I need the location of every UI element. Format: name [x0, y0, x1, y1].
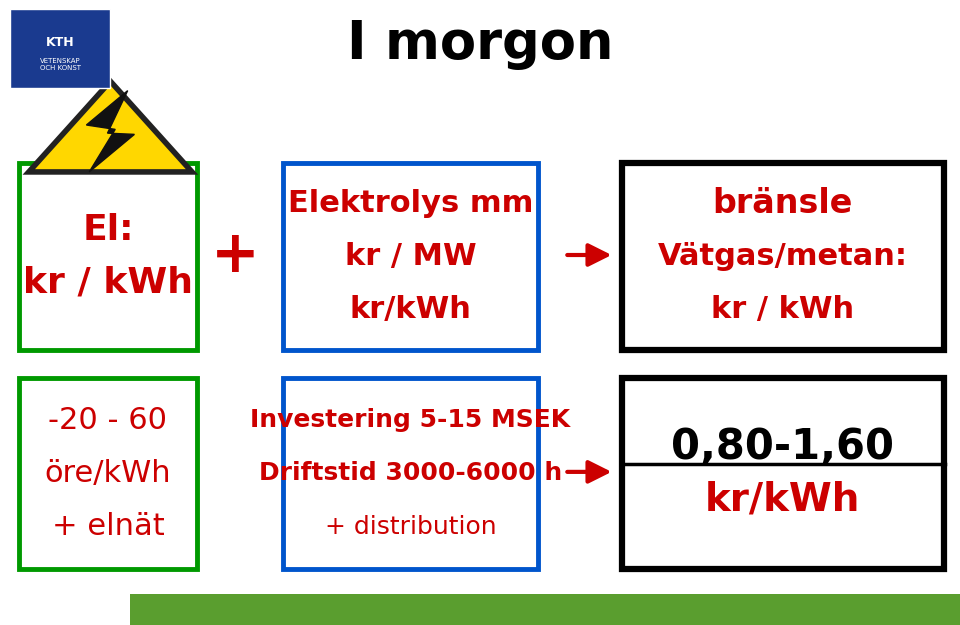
Bar [622, 162, 944, 350]
Text: + elnät: + elnät [52, 512, 164, 541]
Polygon shape [86, 91, 134, 172]
Text: kr / MW: kr / MW [345, 242, 476, 271]
Bar [10, 9, 110, 88]
Text: I morgon: I morgon [347, 18, 613, 70]
Text: Driftstid 3000-6000 h: Driftstid 3000-6000 h [259, 461, 562, 486]
Text: +: + [211, 226, 259, 284]
Text: kr/kWh: kr/kWh [349, 295, 471, 324]
Bar [283, 378, 538, 569]
Polygon shape [29, 81, 192, 172]
Text: kr / kWh: kr / kWh [711, 295, 854, 324]
Text: bränsle: bränsle [712, 187, 853, 219]
Bar [19, 162, 197, 350]
Text: Investering 5-15 MSEK: Investering 5-15 MSEK [251, 408, 570, 432]
Text: + distribution: + distribution [324, 514, 496, 539]
Text: KTH: KTH [46, 36, 74, 49]
Text: 0,80-1,60: 0,80-1,60 [671, 426, 895, 468]
Bar [130, 594, 960, 625]
Text: Vätgas/metan:: Vätgas/metan: [658, 242, 908, 271]
Text: Elektrolys mm: Elektrolys mm [288, 189, 533, 218]
Text: öre/kWh: öre/kWh [45, 459, 171, 488]
Text: El:: El: [83, 213, 133, 247]
Text: kr / kWh: kr / kWh [23, 266, 193, 300]
Text: -20 - 60: -20 - 60 [49, 406, 167, 435]
Text: kr/kWh: kr/kWh [706, 481, 860, 519]
Bar [622, 378, 944, 569]
Bar [19, 378, 197, 569]
Bar [283, 162, 538, 350]
Text: VETENSKAP
OCH KONST: VETENSKAP OCH KONST [39, 58, 81, 71]
